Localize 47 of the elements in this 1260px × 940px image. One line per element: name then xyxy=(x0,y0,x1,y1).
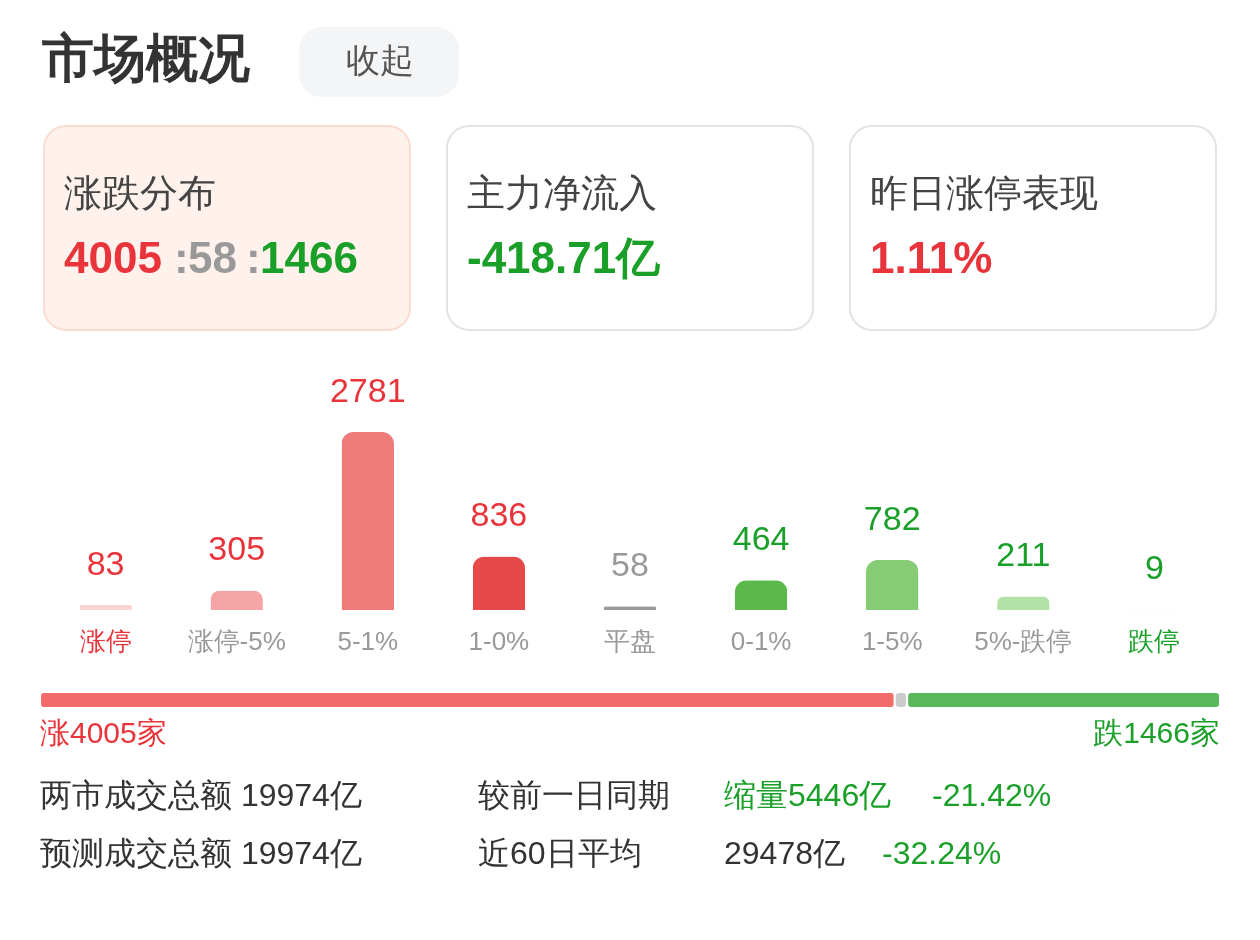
data-label: 464 xyxy=(732,519,790,558)
bar xyxy=(472,556,526,610)
text: 1466 xyxy=(260,233,358,282)
text: -21.42% xyxy=(932,777,1052,813)
x-tick-label: 涨停 xyxy=(79,625,132,656)
bar xyxy=(341,432,394,610)
text: 两市成交总额 19974亿 xyxy=(40,777,362,813)
x-tick-label: 5%-跌停 xyxy=(974,625,1073,656)
x-tick-label: 1-5% xyxy=(861,625,923,656)
text: 涨跌分布 xyxy=(64,172,216,214)
text: -32.24% xyxy=(882,835,1002,871)
bar xyxy=(734,580,788,610)
x-tick-label: 涨停-5% xyxy=(187,625,286,656)
text: 主力净流入 xyxy=(467,172,657,214)
text: 4005 xyxy=(64,233,162,282)
x-tick-label: 5-1% xyxy=(337,625,399,656)
text: : xyxy=(174,233,189,282)
x-tick-label: 0-1% xyxy=(730,625,792,656)
text: 缩量5446亿 xyxy=(724,777,892,813)
x-tick-label: 平盘 xyxy=(604,625,656,656)
text: 1.11% xyxy=(870,233,993,282)
text: 较前一日同期 xyxy=(478,777,670,813)
data-label: 83 xyxy=(86,543,125,582)
text: 29478亿 xyxy=(724,835,845,871)
bar xyxy=(79,604,132,610)
data-label: 涨4005家 xyxy=(40,716,167,749)
x-tick-label: 1-0% xyxy=(468,625,530,656)
text: 市场概况 xyxy=(41,29,250,87)
data-label: 211 xyxy=(996,535,1051,574)
x-tick-label: 跌停 xyxy=(1128,625,1181,656)
data-label: 782 xyxy=(863,498,921,537)
text: -418.71亿 xyxy=(467,233,662,282)
bar xyxy=(866,559,919,610)
data-label: 836 xyxy=(470,495,528,534)
data-label: 跌1466家 xyxy=(1093,716,1220,749)
data-label: 9 xyxy=(1144,548,1164,587)
text: : xyxy=(246,233,261,282)
bar xyxy=(210,590,263,610)
text: 58 xyxy=(188,233,237,282)
data-label: 2781 xyxy=(329,371,406,409)
data-label: 58 xyxy=(611,545,649,584)
text: 预测成交总额 19974亿 xyxy=(40,835,362,871)
text: 收起 xyxy=(346,41,414,79)
text: 近60日平均 xyxy=(478,835,642,871)
data-label: 305 xyxy=(208,529,266,568)
text: 昨日涨停表现 xyxy=(870,172,1098,214)
bar xyxy=(997,596,1050,610)
